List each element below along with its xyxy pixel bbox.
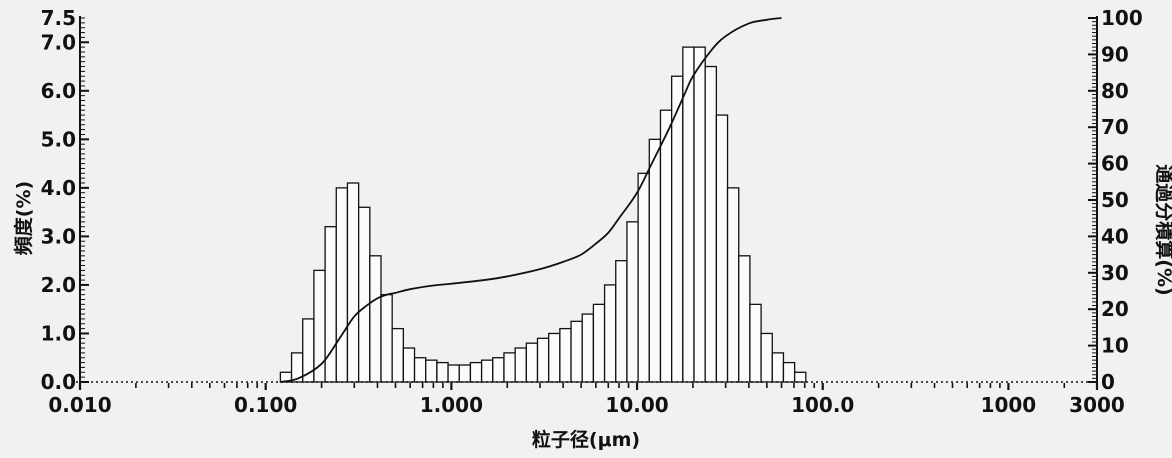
histogram-bar-32: [637, 172, 650, 383]
histogram-bar-24: [548, 332, 561, 383]
histogram-bar-14: [436, 361, 449, 383]
y-tick-label: 4.0: [41, 176, 76, 200]
histogram-bar-13: [425, 359, 438, 383]
histogram-bar-45: [782, 361, 796, 383]
histogram-bar-36: [682, 46, 695, 383]
histogram-bar-11: [402, 347, 416, 383]
histogram-bar-39: [715, 114, 729, 383]
histogram-bar-17: [469, 361, 483, 383]
histogram-bar-33: [648, 138, 662, 383]
histogram-bar-35: [671, 75, 684, 383]
y-tick-label: 1.0: [41, 321, 76, 345]
x-tick-label: 0.100: [234, 393, 297, 417]
histogram-bar-19: [492, 357, 505, 383]
histogram-bar-5: [335, 187, 349, 383]
histogram-bar-31: [626, 221, 639, 383]
histogram-bar-9: [380, 293, 393, 383]
histogram-bar-23: [536, 337, 550, 383]
histogram-bar-46: [793, 371, 807, 383]
histogram-bar-34: [659, 109, 673, 383]
histogram-bar-27: [581, 313, 595, 383]
y-tick-label: 3.0: [41, 224, 76, 248]
y2-tick-label: 20: [1101, 297, 1129, 321]
histogram-bar-18: [480, 359, 494, 383]
x-tick-label: 100.0: [791, 393, 854, 417]
histogram-bar-16: [458, 364, 472, 383]
y2-tick-label: 10: [1101, 334, 1129, 358]
y-tick-label: 7.0: [41, 30, 76, 54]
x-tick-label: 3000: [1069, 393, 1125, 417]
x-axis-title: 粒子径(μm): [532, 428, 640, 451]
y2-tick-label: 100: [1101, 6, 1143, 30]
y2-tick-label: 40: [1101, 224, 1129, 248]
histogram-bar-30: [615, 260, 628, 383]
y-tick-label: 2.0: [41, 273, 76, 297]
histogram-bar-12: [413, 357, 427, 383]
histogram-bar-37: [693, 46, 706, 383]
histogram-bar-40: [726, 187, 740, 383]
histogram-bar-15: [447, 364, 460, 383]
y2-axis-title: 通過分積算(%): [1153, 164, 1172, 295]
histogram-bar-8: [369, 255, 382, 383]
y-tick-label: 7.5: [41, 6, 76, 30]
y2-tick-label: 70: [1101, 115, 1129, 139]
histogram-bar-41: [738, 255, 751, 383]
y-tick-label: 6.0: [41, 79, 76, 103]
cumulative-curve-layer: [280, 17, 782, 383]
y-tick-label: 0.0: [41, 370, 76, 394]
histogram-bar-10: [391, 327, 405, 383]
x-tick-label: 0.010: [48, 393, 111, 417]
y2-tick-label: 0: [1101, 370, 1115, 394]
histogram-bar-21: [514, 347, 527, 383]
histogram-bar-7: [357, 206, 371, 383]
histogram-bar-25: [559, 327, 572, 383]
axes: [76, 16, 1101, 390]
histogram-bar-42: [749, 303, 762, 383]
histogram-bar-26: [570, 320, 583, 383]
histogram-bar-22: [525, 342, 539, 383]
y2-tick-label: 60: [1101, 152, 1129, 176]
y2-tick-label: 90: [1101, 42, 1129, 66]
histogram-bar-6: [346, 182, 360, 383]
x-tick-label: 1.000: [420, 393, 483, 417]
histogram-bar-43: [760, 332, 773, 383]
histogram-bar-29: [603, 284, 617, 383]
y2-tick-label: 30: [1101, 261, 1129, 285]
y2-tick-label: 50: [1101, 188, 1129, 212]
x-tick-label: 1000: [981, 393, 1037, 417]
x-tick-label: 10.00: [605, 393, 668, 417]
histogram-bar-20: [503, 352, 516, 383]
cumulative-curve: [280, 17, 782, 383]
y-axis-title: 頻度(%): [12, 181, 35, 255]
histogram-bar-38: [704, 65, 718, 383]
histogram-bar-28: [592, 303, 606, 383]
y2-tick-label: 80: [1101, 79, 1129, 103]
histogram-bar-44: [771, 352, 785, 383]
tick-labels: 0.0 1.0 2.0 3.0 4.0 5.0 6.0 7.07.5 0 10 20 30 40 50 60…: [41, 6, 1143, 417]
histogram-bars: [279, 46, 807, 383]
y-tick-label: 5.0: [41, 127, 76, 151]
